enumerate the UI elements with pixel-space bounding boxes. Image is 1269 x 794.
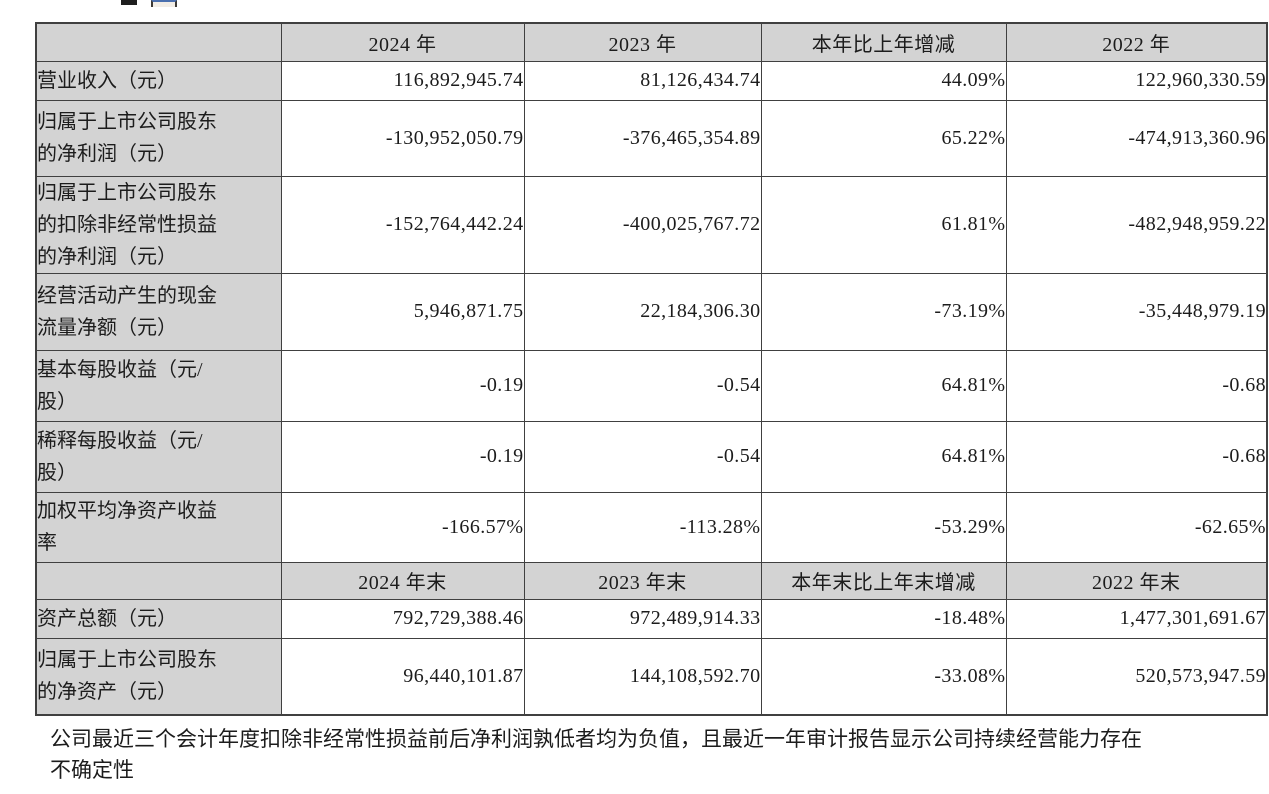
value-change: 64.81% [760, 349, 1007, 422]
value-2023: -0.54 [523, 349, 762, 422]
row-label: 营业收入（元） [35, 60, 282, 101]
table-header-year-end: 2024 年末 2023 年末 本年末比上年末增减 2022 年末 [35, 561, 1268, 600]
value-2023: -113.28% [523, 491, 762, 563]
row-label-line: 归属于上市公司股东 [37, 649, 217, 672]
value-2022: 122,960,330.59 [1005, 60, 1268, 101]
header-2023: 2023 年 [523, 22, 762, 62]
row-label-line: 资产总额（元） [37, 607, 177, 630]
header-2024-end: 2024 年末 [280, 561, 525, 600]
row-label-line: 归属于上市公司股东 [37, 181, 217, 204]
table-row-diluted-eps: 稀释每股收益（元/ 股） -0.19 -0.54 64.81% -0.68 [35, 420, 1268, 493]
row-label: 归属于上市公司股东 的净利润（元） [35, 99, 282, 177]
row-label-line: 稀释每股收益（元/ [37, 429, 203, 452]
value-change: -18.48% [760, 598, 1007, 639]
value-2023: 81,126,434.74 [523, 60, 762, 101]
row-label-line: 的净资产（元） [37, 681, 177, 704]
table-row-weighted-avg-roe: 加权平均净资产收益 率 -166.57% -113.28% -53.29% -6… [35, 491, 1268, 563]
row-label-line: 的净利润（元） [37, 143, 177, 165]
table-row-operating-revenue: 营业收入（元） 116,892,945.74 81,126,434.74 44.… [35, 60, 1268, 101]
value-2024: 5,946,871.75 [280, 272, 525, 351]
row-label-line: 基本每股收益（元/ [37, 358, 203, 381]
value-2022: -474,913,360.96 [1005, 99, 1268, 177]
row-label-line: 股） [37, 461, 77, 484]
value-2023: 972,489,914.33 [523, 598, 762, 639]
value-2022: -0.68 [1005, 349, 1268, 422]
row-label-line: 率 [37, 532, 57, 554]
row-label: 基本每股收益（元/ 股） [35, 349, 282, 422]
going-concern-footnote: 公司最近三个会计年度扣除非经常性损益前后净利润孰低者均为负值，且最近一年审计报告… [50, 724, 1240, 786]
clipped-text-fragment [151, 0, 177, 7]
row-label: 加权平均净资产收益 率 [35, 491, 282, 563]
table-header-annual: 2024 年 2023 年 本年比上年增减 2022 年 [35, 22, 1268, 62]
value-change: 61.81% [760, 175, 1007, 274]
header-empty-cell [35, 561, 282, 600]
value-2024: 792,729,388.46 [280, 598, 525, 639]
value-2022: -35,448,979.19 [1005, 272, 1268, 351]
value-2022: -0.68 [1005, 420, 1268, 493]
row-label-line: 归属于上市公司股东 [37, 111, 217, 133]
value-2024: -0.19 [280, 420, 525, 493]
header-2022: 2022 年 [1005, 22, 1268, 62]
value-2023: -400,025,767.72 [523, 175, 762, 274]
value-change: -73.19% [760, 272, 1007, 351]
value-change: 65.22% [760, 99, 1007, 177]
value-change: -33.08% [760, 637, 1007, 716]
value-2023: -376,465,354.89 [523, 99, 762, 177]
row-label-line: 的扣除非经常性损益 [37, 213, 217, 236]
clipped-text-fragment [121, 0, 137, 5]
value-2024: -0.19 [280, 349, 525, 422]
row-label-line: 营业收入（元） [37, 69, 177, 92]
value-2024: -152,764,442.24 [280, 175, 525, 274]
header-2022-end: 2022 年末 [1005, 561, 1268, 600]
table-row-net-profit-excl-nonrecurring: 归属于上市公司股东 的扣除非经常性损益 的净利润（元） -152,764,442… [35, 175, 1268, 274]
header-2024: 2024 年 [280, 22, 525, 62]
row-label: 资产总额（元） [35, 598, 282, 639]
value-change: 64.81% [760, 420, 1007, 493]
row-label: 归属于上市公司股东 的净资产（元） [35, 637, 282, 716]
value-2024: 116,892,945.74 [280, 60, 525, 101]
row-label-line: 流量净额（元） [37, 316, 177, 339]
header-year-end-change: 本年末比上年末增减 [760, 561, 1007, 600]
value-2024: -166.57% [280, 491, 525, 563]
value-2022: -482,948,959.22 [1005, 175, 1268, 274]
row-label-line: 股） [37, 390, 77, 413]
row-label: 归属于上市公司股东 的扣除非经常性损益 的净利润（元） [35, 175, 282, 274]
value-2022: 1,477,301,691.67 [1005, 598, 1268, 639]
row-label-line: 加权平均净资产收益 [37, 500, 217, 522]
value-2023: 22,184,306.30 [523, 272, 762, 351]
value-2022: 520,573,947.59 [1005, 637, 1268, 716]
table-row-total-assets: 资产总额（元） 792,729,388.46 972,489,914.33 -1… [35, 598, 1268, 639]
table-row-basic-eps: 基本每股收益（元/ 股） -0.19 -0.54 64.81% -0.68 [35, 349, 1268, 422]
key-financials-table: 2024 年 2023 年 本年比上年增减 2022 年 营业收入（元） 116… [35, 22, 1268, 716]
value-change: -53.29% [760, 491, 1007, 563]
value-2023: 144,108,592.70 [523, 637, 762, 716]
row-label: 稀释每股收益（元/ 股） [35, 420, 282, 493]
value-2022: -62.65% [1005, 491, 1268, 563]
header-empty-cell [35, 22, 282, 62]
value-2024: 96,440,101.87 [280, 637, 525, 716]
table-row-net-assets: 归属于上市公司股东 的净资产（元） 96,440,101.87 144,108,… [35, 637, 1268, 716]
row-label-line: 经营活动产生的现金 [37, 284, 217, 307]
header-yoy-change: 本年比上年增减 [760, 22, 1007, 62]
footnote-line: 不确定性 [50, 758, 134, 782]
value-2024: -130,952,050.79 [280, 99, 525, 177]
row-label-line: 的净利润（元） [37, 245, 177, 268]
footnote-line: 公司最近三个会计年度扣除非经常性损益前后净利润孰低者均为负值，且最近一年审计报告… [50, 727, 1142, 751]
table-row-operating-cash-flow: 经营活动产生的现金 流量净额（元） 5,946,871.75 22,184,30… [35, 272, 1268, 351]
value-change: 44.09% [760, 60, 1007, 101]
header-2023-end: 2023 年末 [523, 561, 762, 600]
row-label: 经营活动产生的现金 流量净额（元） [35, 272, 282, 351]
table-row-net-profit: 归属于上市公司股东 的净利润（元） -130,952,050.79 -376,4… [35, 99, 1268, 177]
value-2023: -0.54 [523, 420, 762, 493]
